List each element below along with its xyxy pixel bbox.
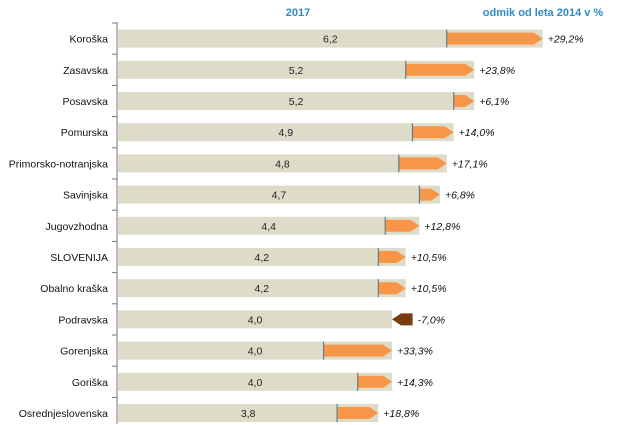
change-label: +14,3%	[397, 377, 433, 389]
value-label: 5,2	[289, 65, 304, 77]
change-label: +29,2%	[548, 34, 584, 46]
category-label: Podravska	[58, 314, 108, 326]
chart-row: Goriška 4,0 +14,3%	[72, 365, 433, 391]
change-arrow	[419, 188, 440, 201]
change-arrow	[378, 251, 406, 263]
value-label: 4,7	[272, 190, 287, 202]
change-arrow	[398, 157, 447, 170]
value-bar	[118, 248, 406, 266]
change-label: +6,8%	[445, 190, 475, 202]
change-arrow	[392, 313, 413, 326]
category-label: Pomurska	[61, 127, 108, 139]
value-bar	[118, 279, 406, 298]
category-label: Posavska	[62, 96, 108, 108]
category-label: Koroška	[69, 34, 108, 46]
chart-row: Gorenjska 4,0 +33,3%	[60, 334, 433, 360]
chart-row: Jugovzhodna 4,4 +12,8%	[46, 209, 460, 235]
change-arrow	[412, 126, 454, 139]
chart-row: Podravska 4,0 -7,0%	[58, 303, 445, 329]
change-label: +10,5%	[411, 283, 447, 295]
change-arrow	[446, 32, 543, 45]
change-label: +33,3%	[397, 346, 433, 358]
change-label: -7,0%	[418, 314, 445, 326]
category-label: Savinjska	[63, 190, 108, 202]
category-label: Goriška	[72, 377, 108, 389]
value-label: 4,9	[279, 127, 294, 139]
category-label: Jugovzhodna	[46, 221, 109, 233]
change-arrow	[357, 375, 392, 388]
value-label: 4,0	[248, 377, 263, 389]
category-label: Primorsko-notranjska	[9, 158, 108, 170]
value-bar	[118, 154, 447, 173]
chart-rows: Koroška 6,2 +29,2% Zasavska 5,2 +23,8% Posavsk…	[9, 22, 584, 422]
change-label: +6,1%	[479, 96, 509, 108]
chart-row: Pomurska 4,9 +14,0%	[61, 116, 495, 142]
change-arrow	[323, 344, 392, 357]
value-bar	[118, 216, 420, 235]
value-bar	[118, 372, 392, 391]
chart-row: Zasavska 5,2 +23,8%	[63, 53, 515, 79]
category-label: SLOVENIJA	[50, 252, 108, 264]
value-bar	[118, 123, 454, 142]
value-label: 4,4	[261, 221, 276, 233]
change-label: +18,8%	[383, 408, 419, 420]
chart-row: Osrednjeslovenska 3,8 +18,8%	[19, 396, 419, 422]
chart-row: Primorsko-notranjska 4,8 +17,1%	[9, 147, 488, 173]
category-label: Zasavska	[63, 65, 108, 77]
value-label: 5,2	[289, 96, 304, 108]
chart-row: Savinjska 4,7 +6,8%	[63, 178, 475, 204]
change-arrow	[337, 407, 379, 419]
change-label: +10,5%	[411, 252, 447, 264]
value-bar	[118, 185, 440, 204]
value-bar	[118, 60, 475, 79]
value-label: 4,2	[255, 252, 270, 264]
value-bar	[118, 310, 392, 329]
chart-row: Obalno kraška 4,2 +10,5%	[40, 272, 447, 298]
category-label: Gorenjska	[60, 346, 108, 358]
value-bar	[118, 404, 379, 422]
change-arrow	[405, 63, 475, 76]
value-label: 6,2	[323, 34, 338, 46]
value-bar	[118, 29, 543, 48]
change-arrow	[453, 95, 475, 107]
value-bar	[118, 92, 475, 110]
change-label: +14,0%	[459, 127, 495, 139]
change-label: +17,1%	[452, 158, 488, 170]
value-label: 4,0	[248, 346, 263, 358]
change-arrow	[385, 219, 420, 232]
chart-row: Koroška 6,2 +29,2%	[69, 22, 584, 48]
value-label: 3,8	[241, 408, 256, 420]
category-label: Osrednjeslovenska	[19, 408, 108, 420]
change-arrow	[378, 282, 406, 295]
value-label: 4,8	[275, 158, 290, 170]
category-label: Obalno kraška	[40, 283, 108, 295]
value-column-header: 2017	[286, 7, 310, 19]
chart-row: Posavska 5,2 +6,1%	[62, 84, 509, 110]
change-label: +12,8%	[424, 221, 460, 233]
value-label: 4,2	[255, 283, 270, 295]
value-label: 4,0	[248, 314, 263, 326]
change-label: +23,8%	[479, 65, 515, 77]
chart-row: SLOVENIJA 4,2 +10,5%	[50, 240, 447, 266]
change-column-header: odmik od leta 2014 v %	[483, 7, 604, 19]
